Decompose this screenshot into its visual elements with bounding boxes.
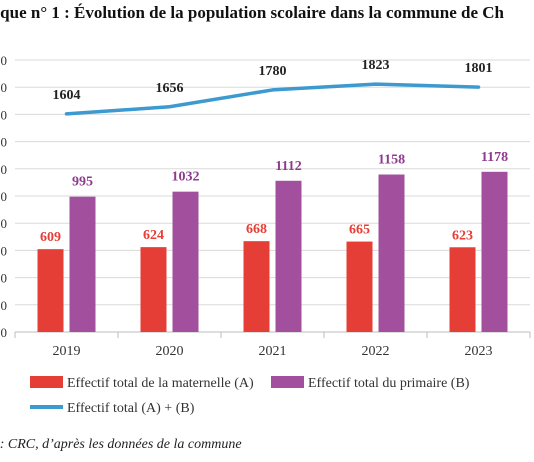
bar-primaire bbox=[378, 174, 405, 332]
data-label-total: 1801 bbox=[465, 61, 493, 76]
bar-maternelle bbox=[346, 241, 373, 332]
y-tick-label: 0 bbox=[1, 325, 8, 340]
data-label-primaire: 1158 bbox=[378, 153, 405, 168]
bar-maternelle bbox=[449, 247, 476, 332]
data-label-primaire: 995 bbox=[72, 175, 93, 190]
bar-primaire bbox=[481, 171, 508, 332]
legend: Effectif total de la maternelle (A) Effec… bbox=[30, 376, 470, 416]
bar-maternelle bbox=[243, 241, 270, 332]
data-label-primaire: 1112 bbox=[275, 159, 301, 174]
chart-title: hique n° 1 : Évolution de la population … bbox=[0, 3, 504, 22]
y-axis-ticks: 0 0 0 0 0 0 0 0 0 0 0 bbox=[1, 53, 8, 340]
data-label-total: 1780 bbox=[259, 64, 287, 79]
bar-maternelle bbox=[37, 249, 64, 332]
y-tick-label: 0 bbox=[1, 135, 8, 150]
line-layer bbox=[64, 82, 481, 116]
y-tick-label: 0 bbox=[1, 53, 8, 68]
data-label-total: 1604 bbox=[53, 88, 81, 103]
grid-layer bbox=[14, 59, 531, 338]
data-label-maternelle: 665 bbox=[349, 223, 370, 238]
data-label-primaire: 1178 bbox=[481, 150, 508, 165]
y-tick-label: 0 bbox=[1, 162, 8, 177]
bar-primaire bbox=[172, 191, 199, 332]
total-series-line bbox=[64, 82, 481, 116]
x-category-label: 2023 bbox=[465, 344, 493, 359]
y-tick-label: 0 bbox=[1, 243, 8, 258]
y-tick-label: 0 bbox=[1, 80, 8, 95]
y-tick-label: 0 bbox=[1, 298, 8, 313]
x-category-label: 2019 bbox=[53, 344, 81, 359]
legend-label-maternelle: Effectif total de la maternelle (A) bbox=[67, 376, 254, 391]
x-axis-categories: 2019 2020 2021 2022 2023 bbox=[53, 344, 493, 359]
data-label-layer: 609 995 624 1032 668 1112 665 1158 623 1178 1604 16… bbox=[40, 58, 508, 245]
data-label-primaire: 1032 bbox=[172, 170, 200, 185]
data-label-maternelle: 668 bbox=[246, 222, 267, 237]
data-label-total: 1823 bbox=[362, 58, 390, 73]
legend-swatch-primaire bbox=[271, 376, 304, 388]
bar-primaire bbox=[69, 196, 96, 332]
bar-layer bbox=[37, 171, 508, 332]
data-label-maternelle: 624 bbox=[143, 228, 164, 243]
x-category-label: 2020 bbox=[156, 344, 184, 359]
legend-label-primaire: Effectif total du primaire (B) bbox=[308, 376, 470, 391]
data-label-maternelle: 623 bbox=[452, 228, 473, 243]
source-note: e : CRC, d’après les données de la commu… bbox=[0, 437, 242, 452]
y-tick-label: 0 bbox=[1, 271, 8, 286]
y-tick-label: 0 bbox=[1, 107, 8, 122]
legend-swatch-maternelle bbox=[30, 376, 63, 388]
x-category-label: 2022 bbox=[362, 344, 390, 359]
bar-primaire bbox=[275, 180, 302, 332]
legend-label-total: Effectif total (A) + (B) bbox=[67, 401, 195, 416]
data-label-maternelle: 609 bbox=[40, 230, 61, 245]
y-tick-label: 0 bbox=[1, 189, 8, 204]
data-label-total: 1656 bbox=[156, 81, 184, 96]
x-category-label: 2021 bbox=[259, 344, 287, 359]
bar-maternelle bbox=[140, 247, 167, 332]
y-tick-label: 0 bbox=[1, 216, 8, 231]
